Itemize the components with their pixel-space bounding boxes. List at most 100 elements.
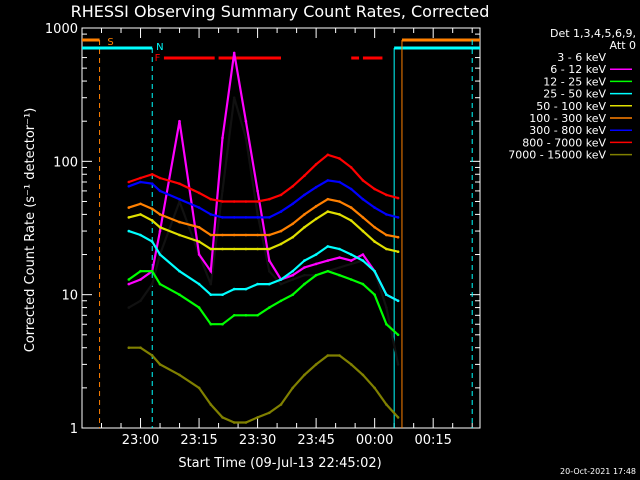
data-point (385, 233, 388, 237)
data-point (303, 174, 306, 177)
data-point (396, 216, 400, 219)
data-point (385, 293, 388, 297)
data-point (244, 216, 248, 219)
data-point (314, 217, 318, 221)
data-point (279, 242, 283, 246)
series-7 (127, 153, 400, 203)
data-point (338, 213, 341, 216)
data-point (373, 240, 376, 243)
data-point (338, 157, 341, 160)
data-point (314, 262, 318, 266)
data-point (178, 233, 181, 237)
data-point (256, 200, 259, 203)
data-point (256, 213, 259, 216)
data-point (221, 322, 224, 326)
data-point (244, 200, 248, 203)
data-point (385, 403, 388, 406)
data-point (396, 250, 400, 253)
data-point (396, 416, 400, 419)
data-point (373, 386, 376, 390)
data-point (303, 266, 306, 269)
data-point (158, 229, 162, 233)
data-point (178, 269, 181, 273)
series-8 (127, 346, 400, 424)
legend-entry-label: 300 - 800 keV (529, 124, 606, 137)
series-5 (127, 197, 400, 239)
data-point (314, 205, 318, 208)
data-point (256, 314, 259, 317)
data-point (385, 322, 388, 326)
data-point (178, 197, 181, 201)
data-point (268, 259, 271, 262)
legend-entry-label: 25 - 50 keV (543, 88, 606, 101)
data-point (303, 282, 306, 286)
data-point (303, 373, 306, 377)
data-point (396, 299, 400, 303)
data-point (127, 216, 131, 219)
data-point (279, 299, 283, 303)
data-point (373, 293, 376, 297)
data-point (291, 185, 295, 188)
data-point (268, 411, 271, 415)
data-point (349, 262, 353, 266)
data-point (291, 202, 295, 206)
data-point (232, 247, 236, 251)
data-point (209, 247, 213, 251)
data-point (326, 210, 330, 213)
data-point (326, 259, 330, 262)
data-point (373, 206, 376, 209)
data-point (197, 191, 201, 195)
data-point (221, 293, 224, 297)
y-axis-label: Corrected Count Rate (s⁻¹ detector⁻¹) (23, 108, 38, 353)
x-tick-label: 23:15 (180, 433, 217, 448)
series-2 (127, 269, 400, 337)
data-point (197, 306, 201, 309)
x-tick-label: 00:15 (414, 433, 451, 448)
data-point (361, 259, 365, 262)
legend-entry-label: 3 - 6 keV (557, 51, 606, 64)
data-point (303, 193, 306, 197)
data-point (244, 314, 248, 317)
data-point (256, 416, 259, 419)
data-point (127, 180, 131, 184)
data-point (268, 282, 271, 286)
data-point (338, 247, 341, 251)
data-point (232, 51, 236, 55)
data-point (127, 346, 131, 350)
data-point (291, 235, 295, 239)
legend-entry-label: 100 - 300 keV (529, 112, 606, 125)
data-point (373, 187, 376, 191)
data-point (256, 216, 259, 219)
x-tick-label: 00:00 (356, 433, 393, 448)
data-point (158, 226, 162, 229)
data-point (338, 180, 341, 184)
series-6 (127, 179, 400, 219)
y-tick-label: 10 (61, 289, 78, 304)
data-point (256, 233, 259, 237)
data-point (279, 210, 283, 213)
data-point (303, 259, 306, 262)
data-point (314, 185, 318, 189)
data-point (396, 333, 400, 337)
data-point (303, 213, 306, 216)
data-point (209, 269, 213, 273)
legend-entry-label: 50 - 100 keV (536, 100, 606, 113)
data-point (178, 182, 181, 185)
data-point (349, 253, 353, 256)
data-point (127, 206, 131, 209)
data-point (338, 200, 341, 203)
data-point (232, 216, 236, 219)
legend-entry-label: 12 - 25 keV (543, 75, 606, 88)
data-point (244, 287, 248, 291)
data-point (178, 220, 181, 224)
data-point (314, 253, 318, 256)
data-point (232, 287, 236, 291)
data-point (385, 306, 388, 309)
data-point (232, 96, 236, 99)
x-axis-label: Start Time (09-Jul-13 22:45:02) (178, 456, 381, 471)
data-point (150, 219, 154, 222)
legend-header-line: Att 0 (610, 39, 636, 52)
data-point (268, 233, 271, 237)
